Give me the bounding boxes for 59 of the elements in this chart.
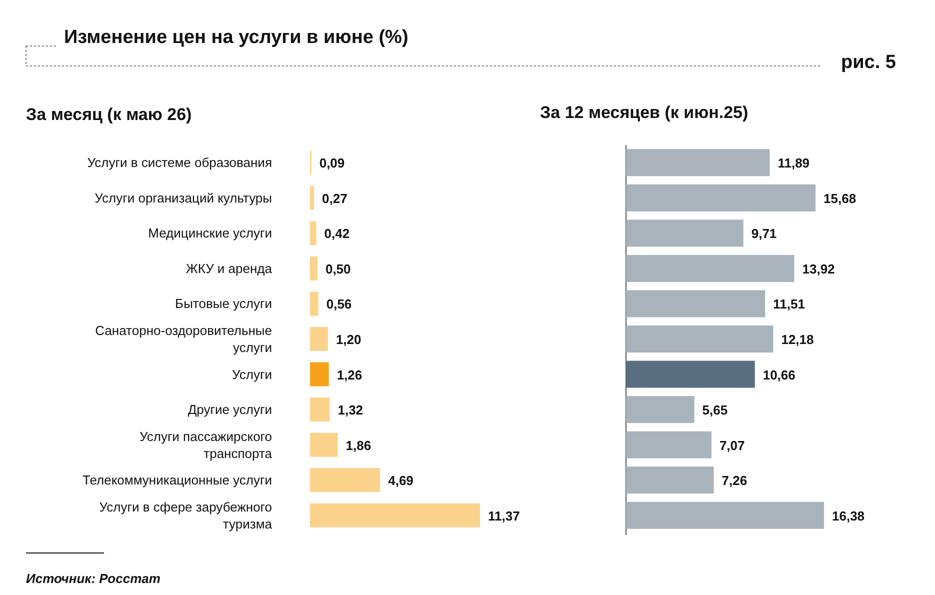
y-tick-label: Услуги пассажирского транспорта [139, 428, 273, 461]
data-label: 1,32 [338, 402, 364, 418]
data-label: 9,71 [751, 226, 777, 242]
data-label: 11,37 [488, 508, 520, 524]
data-label: 16,38 [832, 508, 865, 524]
text: За месяц (к маю 26) [26, 105, 192, 124]
data-label: 0,50 [325, 261, 351, 276]
data-label: 7,26 [722, 473, 748, 488]
text: рис. 5 [841, 52, 896, 73]
data-label: 0,27 [322, 190, 348, 206]
data-label: 10,66 [762, 367, 796, 382]
data-label: 1,86 [346, 438, 372, 453]
bar [310, 256, 318, 280]
bar [310, 292, 318, 316]
bar [626, 254, 794, 282]
bar [626, 466, 714, 494]
data-label: 5,65 [702, 402, 728, 418]
bar [310, 186, 314, 210]
bar [310, 221, 316, 246]
chart-title: За 12 месяцев (к июн.25) [540, 103, 748, 122]
bar [310, 468, 380, 492]
text: Источник: Росстат [26, 571, 161, 586]
data-label: 0,56 [326, 296, 352, 312]
data-label: 7,07 [719, 438, 745, 453]
bar [626, 396, 694, 424]
y-tick-label: Услуги в сфере зарубежного туризма [99, 499, 273, 532]
y-tick-label: Бытовые услуги [175, 296, 272, 312]
y-tick-label: ЖКУ и аренда [186, 260, 273, 276]
chart-title: Изменение цен на услуги в июне (%) [64, 27, 408, 48]
bar [310, 398, 330, 422]
data-label: 11,51 [773, 296, 805, 312]
y-tick-label: Санаторно-оздоровительные услуги [95, 323, 272, 355]
bar [626, 431, 712, 458]
data-label: 13,92 [802, 261, 835, 276]
bar [626, 149, 770, 176]
y-tick-label: Медицинские услуги [148, 226, 272, 241]
data-label: 11,89 [778, 156, 810, 171]
data-label: 12,18 [781, 332, 814, 347]
bar [626, 290, 766, 318]
y-tick-label: Телекоммуникационные услуги [82, 472, 272, 488]
bar [310, 503, 480, 528]
bar [310, 362, 329, 386]
bar [626, 220, 744, 247]
bar [310, 432, 338, 457]
data-label: 0,09 [319, 156, 345, 171]
bar [626, 502, 824, 529]
data-label: 4,69 [388, 473, 414, 488]
bar [626, 360, 755, 388]
y-tick-label: Другие услуги [188, 402, 272, 418]
y-tick-label: Услуги в системе образования [87, 155, 272, 170]
bar [626, 326, 774, 352]
data-label: 15,68 [824, 190, 856, 206]
y-tick-label: Услуги [232, 366, 272, 382]
y-tick-label: Услуги организаций культуры [94, 190, 272, 206]
data-label: 1,20 [336, 332, 362, 347]
data-label: 0,42 [324, 226, 350, 242]
data-label: 1,26 [336, 367, 362, 382]
bar [626, 184, 816, 212]
bar [310, 327, 328, 351]
